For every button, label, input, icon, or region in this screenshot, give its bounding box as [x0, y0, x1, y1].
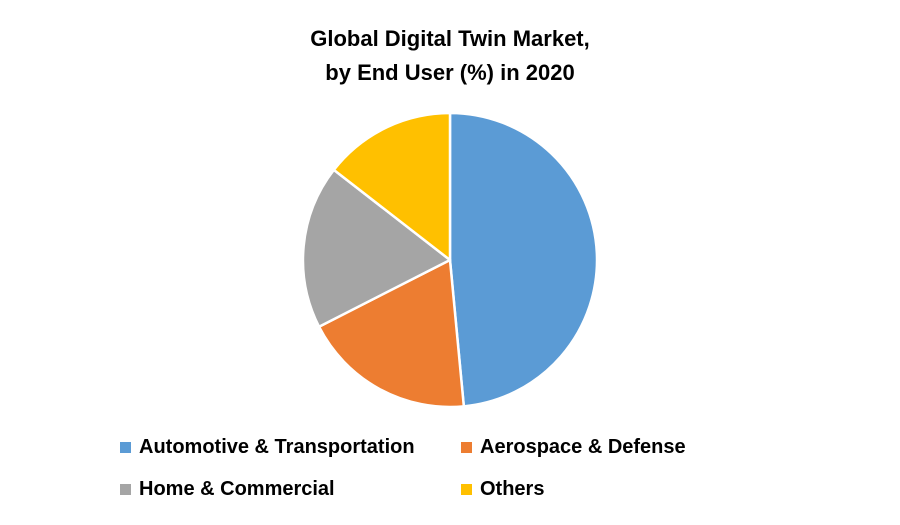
chart-title: Global Digital Twin Market, by End User … [0, 22, 900, 90]
legend-label-automotive: Automotive & Transportation [139, 436, 415, 458]
legend-label-home-commercial: Home & Commercial [139, 478, 335, 500]
pie-slice-others [332, 111, 452, 262]
pie-slice-automotive [448, 111, 599, 408]
pie-slice-home-commercial [301, 168, 452, 328]
legend-item-others: Others [461, 478, 544, 501]
chart-title-line-2: by End User (%) in 2020 [325, 60, 575, 85]
legend-swatch-others [461, 484, 472, 495]
chart-title-line-1: Global Digital Twin Market, [310, 26, 590, 51]
legend-item-home-commercial: Home & Commercial [120, 478, 335, 501]
legend-swatch-automotive [120, 442, 131, 453]
legend-label-others: Others [480, 478, 545, 500]
legend-swatch-aerospace [461, 442, 472, 453]
legend-swatch-home-commercial [120, 484, 131, 495]
pie-slice-aerospace [317, 258, 466, 409]
legend-item-aerospace: Aerospace & Defense [461, 436, 686, 459]
pie-slices [301, 111, 599, 409]
legend-item-automotive: Automotive & Transportation [120, 436, 415, 459]
legend-label-aerospace: Aerospace & Defense [480, 436, 686, 458]
